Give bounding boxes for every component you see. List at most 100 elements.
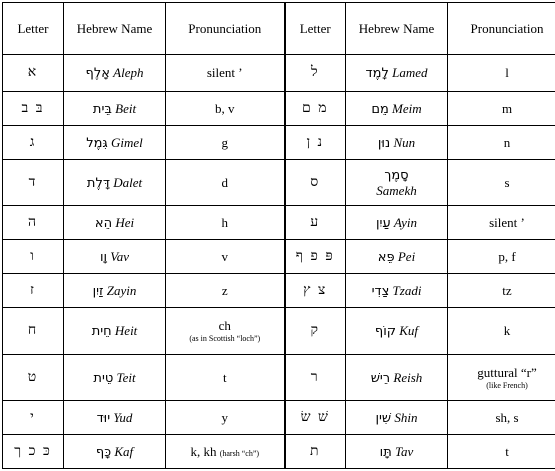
transliteration: Meim <box>392 100 422 116</box>
pronunciation-cell: l <box>447 54 555 92</box>
hebrew-letter: ק <box>283 307 346 355</box>
pronunciation: t <box>222 369 227 385</box>
transliteration: Ayin <box>393 214 418 230</box>
letter-name-cell: תָּו Tav <box>345 434 448 469</box>
pronunciation: h <box>221 214 229 230</box>
pronunciation-cell: y <box>165 400 285 435</box>
table-row: ג גִּמֶל Gimel g נ ן נוּן Nun n <box>2 125 555 160</box>
pronunciation-cell: g <box>165 125 285 160</box>
letter-name-cell: מֵם Meim <box>345 91 448 126</box>
hebrew-letter: ו <box>2 239 64 274</box>
hebrew-letter: מ ם <box>283 91 346 126</box>
transliteration: Zayin <box>106 282 137 298</box>
transliteration: Vav <box>110 248 130 264</box>
transliteration: Nun <box>393 134 416 150</box>
transliteration: Tzadi <box>392 282 422 298</box>
transliteration: Heit <box>114 323 138 338</box>
pronunciation: v <box>221 248 229 264</box>
hebrew-name: דָּלֶת <box>86 175 110 191</box>
pronunciation-cell: h <box>165 205 285 240</box>
pronunciation: d <box>221 174 229 190</box>
pronunciation: l <box>505 65 509 80</box>
letter-name-cell: יוּד Yud <box>63 400 166 435</box>
pronunciation-cell: k, kh (harsh “ch”) <box>165 434 285 469</box>
pronunciation-cell: silent ’ <box>165 54 285 92</box>
pronunciation-cell: s <box>447 159 555 206</box>
hebrew-letter: י <box>2 400 64 435</box>
header-hebrew-name: Hebrew Name <box>345 2 448 55</box>
transliteration: Hei <box>115 214 135 230</box>
transliteration: Kaf <box>114 443 134 459</box>
pronunciation: silent ’ <box>206 65 243 80</box>
hebrew-name: יוּד <box>96 410 111 426</box>
letter-name-cell: עַיִן Ayin <box>345 205 448 240</box>
transliteration: Tav <box>395 443 414 459</box>
hebrew-name: בֵּית <box>92 101 112 117</box>
pronunciation-note: (like French) <box>486 380 528 390</box>
transliteration: Teit <box>116 369 136 385</box>
header-letter: Letter <box>2 2 64 55</box>
hebrew-name: עַיִן <box>375 215 391 231</box>
letter-name-cell: קוֹף Kuf <box>345 307 448 355</box>
letter-name-cell: טֵית Teit <box>63 354 166 401</box>
letter-name-cell: צַדִי Tzadi <box>345 273 448 308</box>
transliteration: Gimel <box>111 134 143 150</box>
transliteration: Pei <box>397 248 416 264</box>
pronunciation: guttural “r” <box>477 364 537 380</box>
pronunciation-cell: t <box>447 434 555 469</box>
pronunciation: k <box>503 323 511 338</box>
hebrew-name: לָמֶד <box>365 66 389 81</box>
hebrew-name: חֵית <box>91 324 112 339</box>
letter-name-cell: רֵישׁ Reish <box>345 354 448 401</box>
transliteration: Lamed <box>392 65 428 80</box>
transliteration: Samekh <box>376 182 417 198</box>
letter-name-cell: סָמֶך Samekh <box>345 159 448 206</box>
hebrew-name: אָלֶף <box>85 66 110 81</box>
header-pronunciation: Pronunciation <box>165 2 285 55</box>
letter-name-cell: לָמֶד Lamed <box>345 54 448 92</box>
letter-name-cell: כָּף Kaf <box>63 434 166 469</box>
hebrew-name: רֵישׁ <box>370 370 391 386</box>
hebrew-letter: ס <box>283 159 346 206</box>
hebrew-name: נוּן <box>377 135 391 151</box>
letter-name-cell: וָו Vav <box>63 239 166 274</box>
hebrew-letter: ר <box>283 354 346 401</box>
letter-name-cell: בֵּית Beit <box>63 91 166 126</box>
pronunciation: y <box>221 409 229 425</box>
table-row: ח חֵית Heit ch (as in Scottish “loch”) ק קוֹף… <box>2 307 555 355</box>
letter-name-cell: זַיִן Zayin <box>63 273 166 308</box>
hebrew-letter: ד <box>2 159 64 206</box>
transliteration: Beit <box>115 100 137 116</box>
hebrew-name: תָּו <box>379 444 392 460</box>
hebrew-letter: צ ץ <box>283 273 346 308</box>
hebrew-name: וָו <box>99 249 108 265</box>
hebrew-letter: נ ן <box>283 125 346 160</box>
pronunciation-cell: ch (as in Scottish “loch”) <box>165 307 285 355</box>
transliteration: Shin <box>394 409 418 425</box>
hebrew-name: מֵם <box>371 101 389 117</box>
table-row: כּ כ ך כָּף Kaf k, kh (harsh “ch”) ת תָּו Ta… <box>2 434 555 469</box>
pronunciation: t <box>505 443 509 459</box>
letter-name-cell: אָלֶף Aleph <box>63 54 166 92</box>
hebrew-name: זַיִן <box>92 283 104 299</box>
pronunciation-cell: k <box>447 307 555 355</box>
table-row: ו וָו Vav v פּ פ ף פֵּא Pei p, f <box>2 239 555 274</box>
hebrew-letter: ה <box>2 205 64 240</box>
transliteration: Aleph <box>113 65 144 80</box>
transliteration: Yud <box>113 409 133 425</box>
table-row: ד דָּלֶת Dalet d ס סָמֶך Samekh s <box>2 159 555 206</box>
hebrew-name: צַדִי <box>371 283 390 299</box>
hebrew-letter: שׁ שׂ <box>283 400 346 435</box>
pronunciation: z <box>221 282 228 298</box>
pronunciation-cell: v <box>165 239 285 274</box>
pronunciation-note: (harsh “ch”) <box>219 448 260 458</box>
letter-name-cell: גִּמֶל Gimel <box>63 125 166 160</box>
pronunciation: g <box>221 134 229 150</box>
pronunciation-cell: z <box>165 273 285 308</box>
header-pronunciation: Pronunciation <box>447 2 555 55</box>
letter-name-cell: הֵא Hei <box>63 205 166 240</box>
hebrew-name: גִּמֶל <box>86 135 108 151</box>
pronunciation-note: (as in Scottish “loch”) <box>189 334 261 343</box>
letter-name-cell: חֵית Heit <box>63 307 166 355</box>
hebrew-letter: פּ פ ף <box>283 239 346 274</box>
